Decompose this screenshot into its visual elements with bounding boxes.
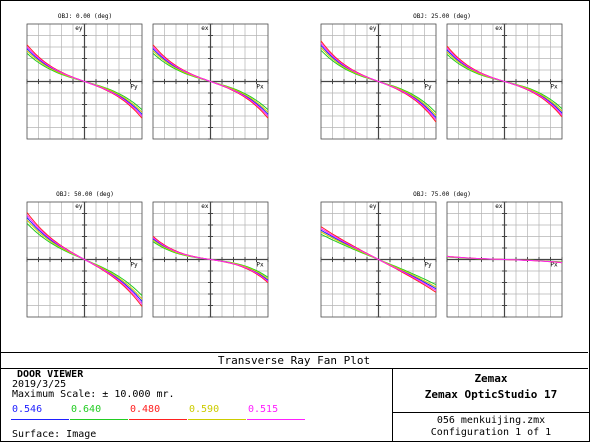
field-label: OBJ: 75.00 (deg) [413, 191, 471, 198]
date: 2019/3/25 [12, 379, 67, 390]
info-panel: DOOR VIEWER 2019/3/25 Maximum Scale: ± 1… [0, 368, 392, 441]
y-axis-label: ex [201, 25, 209, 32]
x-axis-label: Px [256, 84, 264, 91]
y-axis-label: ey [369, 25, 377, 32]
brand-panel: Zemax Zemax OpticStudio 17 056 menkuijin… [392, 368, 589, 441]
field-label: OBJ: 50.00 (deg) [56, 191, 114, 198]
field-label: OBJ: 25.00 (deg) [413, 13, 471, 20]
ray-fan-curve [446, 256, 563, 263]
lens-name: DOOR VIEWER [17, 369, 84, 380]
ray-fan-curve [26, 214, 143, 305]
file-name: 056 menkuijing.zmx [436, 415, 546, 426]
configuration: Configuration 1 of 1 [430, 427, 552, 438]
y-axis-label: ex [495, 203, 503, 210]
y-axis-label: ex [495, 25, 503, 32]
x-axis-label: Py [424, 262, 432, 269]
ray-fan-curve [26, 46, 143, 117]
ray-fan-curve [446, 47, 563, 116]
ray-fan-curve [320, 227, 437, 292]
product-name: Zemax OpticStudio 17 [424, 388, 558, 401]
plot-title: Transverse Ray Fan Plot [0, 352, 588, 369]
wavelength-swatch [247, 419, 305, 420]
plot-area: ey Py ex Px ey Py ex Px ey Py ex Px ey Py ex Px OBJ: 0.… [26, 13, 563, 318]
wavelength-label: 0.515 [248, 404, 279, 415]
x-axis-label: Py [130, 262, 138, 269]
x-axis-label: Py [130, 84, 138, 91]
ray-fan-curve [320, 42, 437, 121]
ray-fan-curve [152, 237, 269, 282]
ray-fan-curve [152, 46, 269, 117]
wavelength-label: 0.480 [130, 404, 161, 415]
surface-label: Surface: Image [12, 429, 97, 440]
field-label: OBJ: 0.00 (deg) [57, 13, 113, 20]
wavelength-swatch [70, 419, 128, 420]
divider [393, 412, 589, 413]
wavelength-label: 0.546 [12, 404, 43, 415]
brand-name: Zemax [474, 372, 508, 385]
wavelength-label: 0.590 [189, 404, 220, 415]
wavelength-swatch [188, 419, 246, 420]
ray-fan-plots: ey Py ex Px ey Py ex Px ey Py ex Px ey Py ex Px [26, 23, 563, 318]
wavelength-label: 0.640 [71, 404, 102, 415]
y-axis-label: ey [75, 25, 83, 32]
x-axis-label: Px [550, 84, 558, 91]
wavelength-swatch [129, 419, 187, 420]
maximum-scale: Maximum Scale: ± 10.000 mr. [12, 389, 175, 400]
x-axis-label: Px [256, 262, 264, 269]
y-axis-label: ey [369, 203, 377, 210]
y-axis-label: ex [201, 203, 209, 210]
x-axis-label: Px [550, 262, 558, 269]
y-axis-label: ey [75, 203, 83, 210]
wavelength-swatch [11, 419, 69, 420]
x-axis-label: Py [424, 84, 432, 91]
